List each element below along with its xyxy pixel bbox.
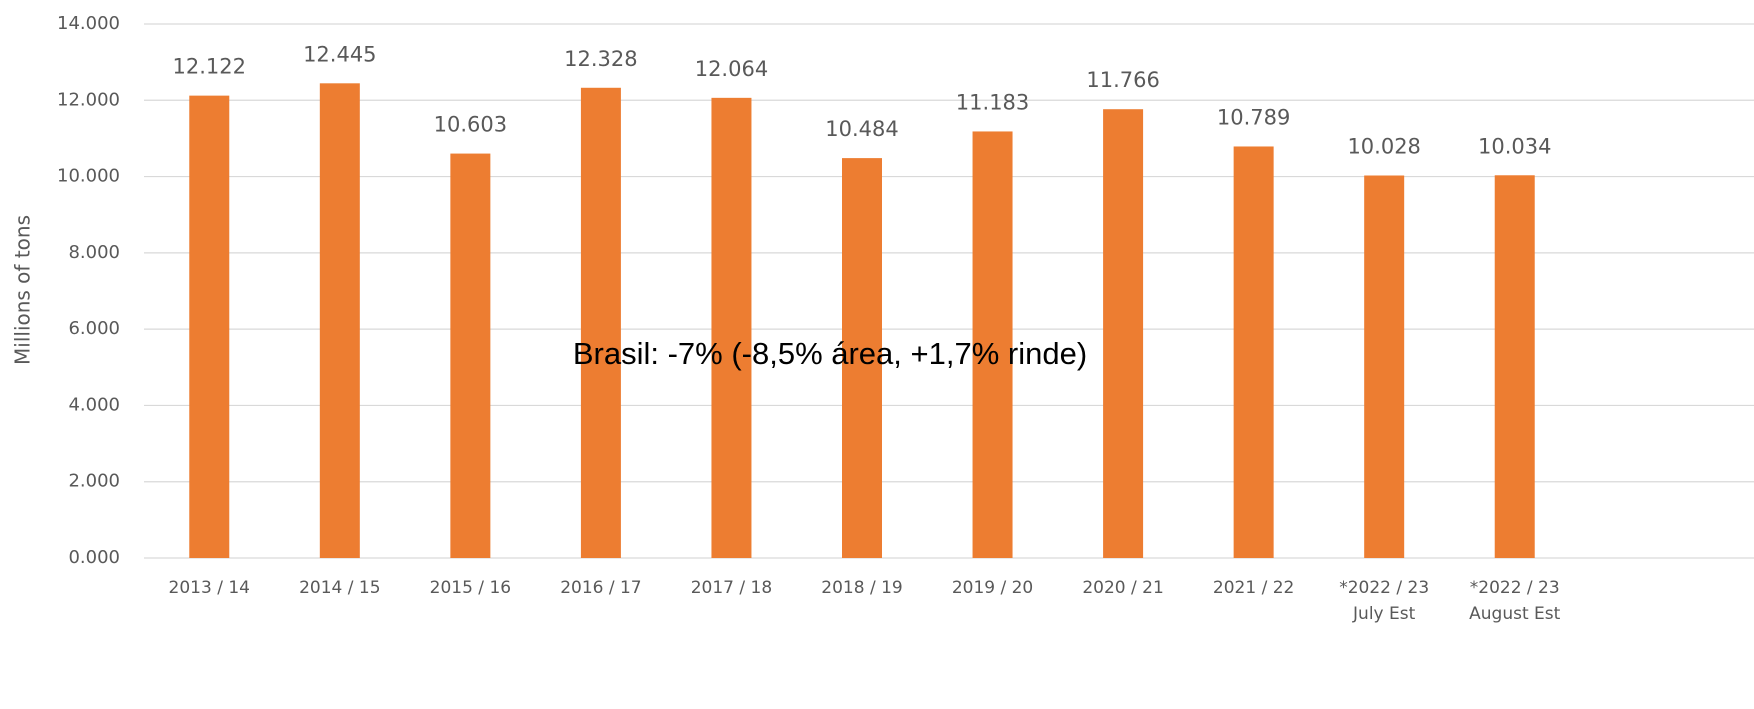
bar (189, 95, 230, 558)
data-label: 10.789 (1217, 105, 1290, 129)
bar (580, 87, 621, 559)
bar (1233, 146, 1274, 558)
y-tick-label: 14.000 (57, 13, 120, 34)
x-tick-label: 2015 / 16 (429, 578, 512, 598)
bar (972, 131, 1013, 558)
x-tick-label: 2013 / 14 (168, 578, 250, 598)
data-label: 10.034 (1478, 134, 1551, 158)
y-tick-label: 12.000 (57, 89, 120, 110)
x-tick-label: 2014 / 15 (299, 578, 381, 598)
x-tick-label: 2019 / 20 (951, 578, 1034, 598)
x-tick-label: 2021 / 22 (1212, 578, 1295, 598)
data-label: 10.603 (434, 113, 507, 137)
x-tick-label: 2016 / 17 (560, 578, 642, 598)
bar (1494, 175, 1535, 558)
data-label: 11.183 (956, 90, 1029, 114)
bar (450, 153, 491, 558)
y-tick-label: 2.000 (68, 471, 120, 492)
x-tick-label: *2022 / 23 July Est (1339, 578, 1430, 624)
data-label: 10.484 (825, 117, 898, 141)
x-tick-label: 2018 / 19 (821, 578, 903, 598)
y-tick-label: 0.000 (68, 547, 120, 568)
data-label: 12.122 (173, 55, 246, 79)
x-tick-label: 2017 / 18 (690, 578, 773, 598)
bar (1364, 175, 1405, 559)
y-tick-label: 8.000 (68, 242, 120, 263)
y-tick-label: 6.000 (68, 318, 120, 339)
x-tick-label: *2022 / 23 August Est (1469, 578, 1561, 624)
bar (842, 158, 882, 558)
y-axis-label: Millions of tons (11, 215, 35, 365)
data-label: 12.445 (303, 42, 376, 66)
y-tick-label: 10.000 (57, 166, 120, 187)
data-label: 11.766 (1086, 68, 1159, 92)
annotation: Brasil: -7% (-8,5% área, +1,7% rinde) (573, 336, 1087, 371)
bar (711, 97, 752, 558)
x-tick-label: 2020 / 21 (1082, 578, 1164, 598)
bar (1103, 109, 1144, 558)
y-tick-label: 4.000 (68, 394, 120, 415)
data-label: 10.028 (1347, 135, 1420, 159)
bar (319, 83, 360, 559)
data-label: 12.064 (695, 57, 768, 81)
grid (144, 23, 1754, 559)
data-label: 12.328 (564, 47, 637, 71)
